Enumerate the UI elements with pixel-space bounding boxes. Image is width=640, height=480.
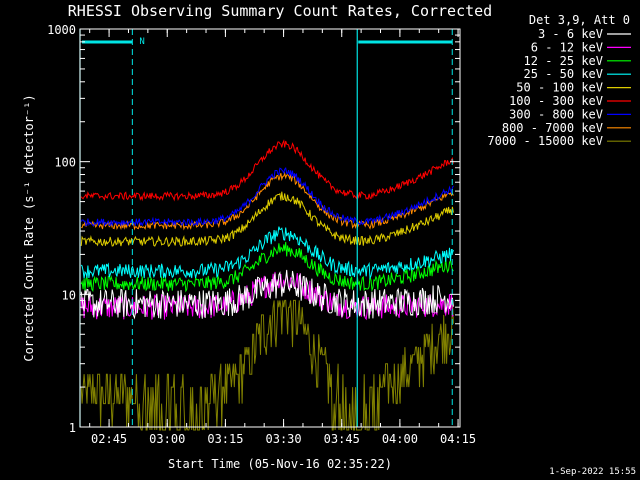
y-tick-label-3: 1000: [47, 23, 76, 37]
series-line-8: [80, 299, 454, 431]
x-tick-label-3: 03:30: [266, 432, 302, 446]
legend-label-8: 7000 - 15000 keV: [487, 134, 603, 148]
x-tick-label-2: 03:15: [207, 432, 243, 446]
y-tick-label-1: 10: [62, 288, 76, 302]
legend-label-0: 3 - 6 keV: [538, 27, 603, 41]
x-tick-label-6: 04:15: [440, 432, 476, 446]
y-axis-label: Corrected Count Rate (s⁻¹ detector⁻¹): [22, 94, 36, 361]
x-axis-label: Start Time (05-Nov-16 02:35:22): [168, 457, 392, 471]
legend-label-2: 12 - 25 keV: [524, 54, 603, 68]
x-axis-ticks: 02:45 03:00 03:15 03:30 03:45 04:00 04:15: [89, 29, 476, 446]
x-tick-label-0: 02:45: [91, 432, 127, 446]
legend-label-6: 300 - 800 keV: [509, 107, 603, 121]
series-line-2: [80, 241, 454, 293]
legend-header: Det 3,9, Att 0: [529, 13, 630, 27]
legend-label-4: 50 - 100 keV: [516, 81, 603, 95]
legend-label-3: 25 - 50 keV: [524, 67, 603, 81]
x-tick-label-4: 03:45: [324, 432, 360, 446]
y-axis-ticks: 1 10 100 1000: [47, 23, 460, 435]
x-tick-label-5: 04:00: [382, 432, 418, 446]
series-line-4: [80, 191, 454, 247]
y-tick-label-2: 100: [54, 156, 76, 170]
axes-frame: [79, 28, 461, 428]
x-tick-label-1: 03:00: [149, 432, 185, 446]
series-line-6: [80, 167, 454, 228]
y-tick-label-0: 1: [69, 421, 76, 435]
legend-label-7: 800 - 7000 keV: [502, 121, 603, 135]
series-line-3: [80, 226, 454, 280]
legend-label-1: 6 - 12 keV: [531, 40, 603, 54]
series-line-0: [80, 269, 454, 320]
night-label: N: [139, 37, 144, 47]
chart-title: RHESSI Observing Summary Count Rates, Co…: [68, 2, 492, 20]
legend-label-5: 100 - 300 keV: [509, 94, 603, 108]
footer-timestamp: 1-Sep-2022 15:55: [549, 467, 636, 477]
series-line-5: [80, 139, 454, 202]
series-line-7: [81, 171, 454, 231]
plot-area: N: [79, 28, 461, 431]
